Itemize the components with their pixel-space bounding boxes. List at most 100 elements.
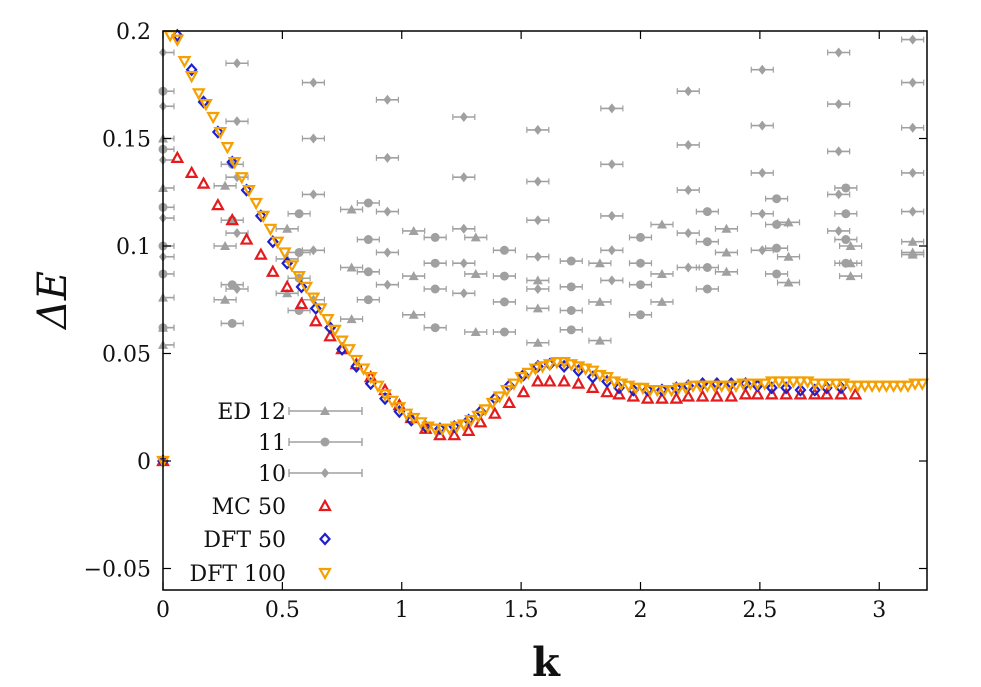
point-dft-100 [335,335,349,348]
legend-label-11: 11 [258,431,286,456]
point-dft-100 [671,382,686,396]
point-10 [533,251,542,262]
point-dft-100 [428,423,443,437]
point-dft-100 [893,380,908,394]
point-10 [233,172,242,183]
legend-label-10: 10 [258,462,286,487]
y-tick-label: 0.05 [102,343,151,368]
point-10 [684,139,693,150]
point-10 [834,189,843,200]
point-dft-100 [499,384,514,398]
point-ed-12 [845,241,856,250]
point-mc-50 [487,406,502,419]
point-mc-50 [695,389,710,402]
point-ed-12 [532,337,543,347]
point-ed-12 [594,258,605,268]
point-10 [459,258,468,269]
point-10 [684,185,693,196]
point-10 [309,133,318,144]
point-10 [834,99,843,110]
point-11 [566,325,576,335]
point-10 [607,103,616,114]
legend-label-dft-100: DFT 100 [189,562,286,587]
point-dft-100 [378,389,392,402]
point-dft-50 [739,376,752,391]
point-dft-100 [342,344,357,357]
point-dft-50 [295,280,308,294]
point-ed-12 [721,247,732,257]
point-dft-100 [464,415,478,428]
point-dft-100 [693,380,708,394]
point-mc-50 [750,387,765,400]
point-dft-100 [908,378,922,391]
point-dft-100 [270,236,285,249]
point-dft-50 [309,301,322,315]
point-ed-12 [907,249,918,259]
point-ed-12 [594,296,605,306]
point-11 [430,323,440,333]
point-mc-50 [710,389,724,402]
point-ed-12 [783,251,794,261]
x-tick-label: 1.5 [504,598,539,623]
legend-marker-dft-50 [319,532,331,546]
point-dft-100 [256,210,271,224]
point-dft-100 [729,380,743,394]
point-dft-100 [829,378,844,391]
point-dft-100 [320,314,335,327]
point-dft-100 [363,372,378,385]
x-tick-label: 0.5 [265,598,300,623]
point-10 [908,122,917,133]
point-mc-50 [447,427,462,441]
point-11 [772,269,782,279]
y-tick-label: 0.15 [102,128,151,153]
x-tick-label: 2.5 [742,598,777,623]
point-mc-50 [239,232,254,245]
point-10 [758,64,767,75]
point-10 [607,275,616,286]
point-10 [459,223,468,234]
point-mc-50 [585,380,600,393]
point-11 [363,198,373,208]
y-tick-label: 0.1 [116,235,151,260]
point-dft-100 [177,56,192,69]
x-tick-label: 0 [156,598,170,623]
legend-label-ed-12: ED 12 [217,400,286,425]
point-dft-50 [656,383,668,397]
point-10 [908,34,917,45]
point-dft-100 [199,99,213,112]
point-mc-50 [211,197,225,211]
point-10 [758,245,767,256]
point-mc-50 [502,395,517,409]
point-dft-100 [743,378,758,391]
point-dft-100 [793,376,808,389]
point-mc-50 [626,389,641,402]
point-mc-50 [848,387,863,400]
legend-label-mc-50: MC 50 [212,495,286,520]
point-dft-100 [234,172,249,185]
point-ed-12 [470,268,481,278]
point-dft-100 [542,359,557,372]
point-mc-50 [764,387,779,400]
point-dft-100 [521,367,536,381]
point-10 [758,167,767,178]
point-dft-100 [220,142,235,155]
point-dft-100 [184,71,199,84]
point-10 [684,262,693,273]
point-dft-50 [780,381,793,395]
point-dft-100 [371,380,385,394]
point-dft-100 [550,357,564,370]
point-dft-100 [858,380,872,394]
point-mc-50 [225,212,240,226]
point-10 [908,206,917,217]
point-dft-50 [765,381,778,395]
point-ed-12 [721,266,732,276]
point-11 [636,280,645,290]
point-mc-50 [834,387,848,400]
point-10 [908,77,917,88]
point-dft-50 [462,413,475,427]
point-10 [309,245,318,256]
point-dft-100 [714,380,729,394]
point-11 [227,318,237,328]
